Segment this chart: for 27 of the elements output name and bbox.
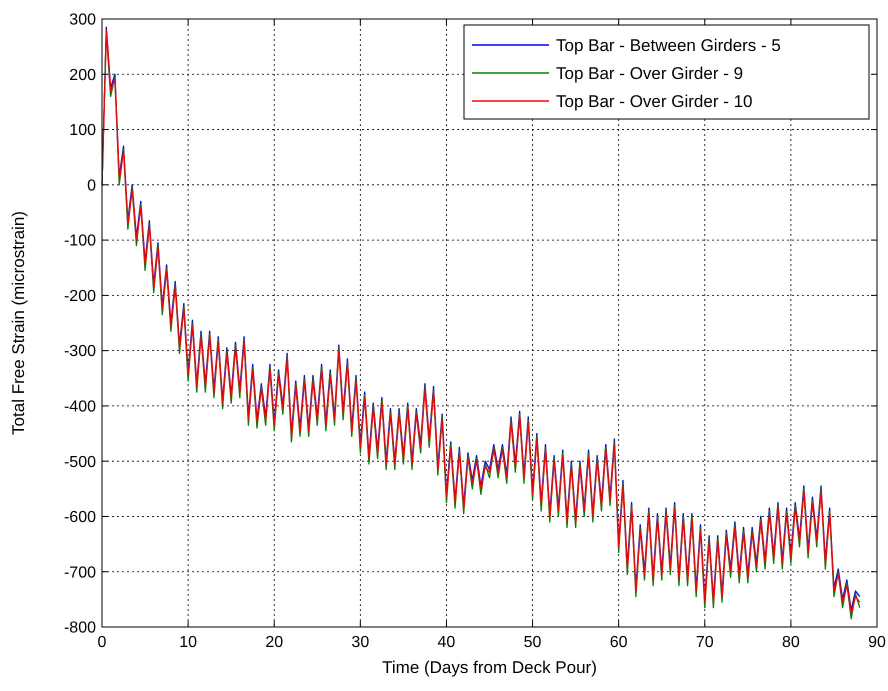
x-tick-label: 20 (265, 634, 284, 651)
legend-label: Top Bar - Between Girders - 5 (556, 36, 781, 55)
x-tick-label: 50 (524, 634, 542, 651)
y-tick-label: -800 (64, 620, 96, 637)
y-tick-label: -200 (64, 288, 96, 305)
y-axis-title: Total Free Strain (microstrain) (9, 211, 28, 435)
y-tick-label: 200 (69, 66, 96, 84)
y-tick-label: 100 (69, 122, 96, 140)
x-tick-label: 60 (610, 634, 628, 651)
y-tick-label: -300 (64, 343, 96, 360)
x-tick-label: 40 (438, 634, 456, 651)
y-tick-label: 300 (69, 12, 96, 29)
legend-label: Top Bar - Over Girder - 10 (556, 92, 753, 111)
y-tick-label: -600 (64, 509, 96, 526)
legend-label: Top Bar - Over Girder - 9 (556, 64, 744, 83)
x-tick-label: 30 (351, 634, 370, 651)
y-tick-label: -500 (64, 454, 96, 471)
y-tick-label: -400 (64, 398, 96, 416)
y-tick-label: 0 (87, 177, 96, 194)
x-axis-title: Time (Days from Deck Pour) (382, 658, 597, 677)
x-tick-label: 10 (179, 634, 198, 651)
x-tick-label: 70 (696, 634, 714, 651)
y-tick-label: -100 (64, 232, 96, 250)
x-tick-label: 0 (98, 634, 107, 651)
x-tick-label: 80 (782, 634, 800, 651)
y-tick-label: -700 (64, 564, 96, 582)
x-tick-label: 90 (868, 634, 886, 651)
